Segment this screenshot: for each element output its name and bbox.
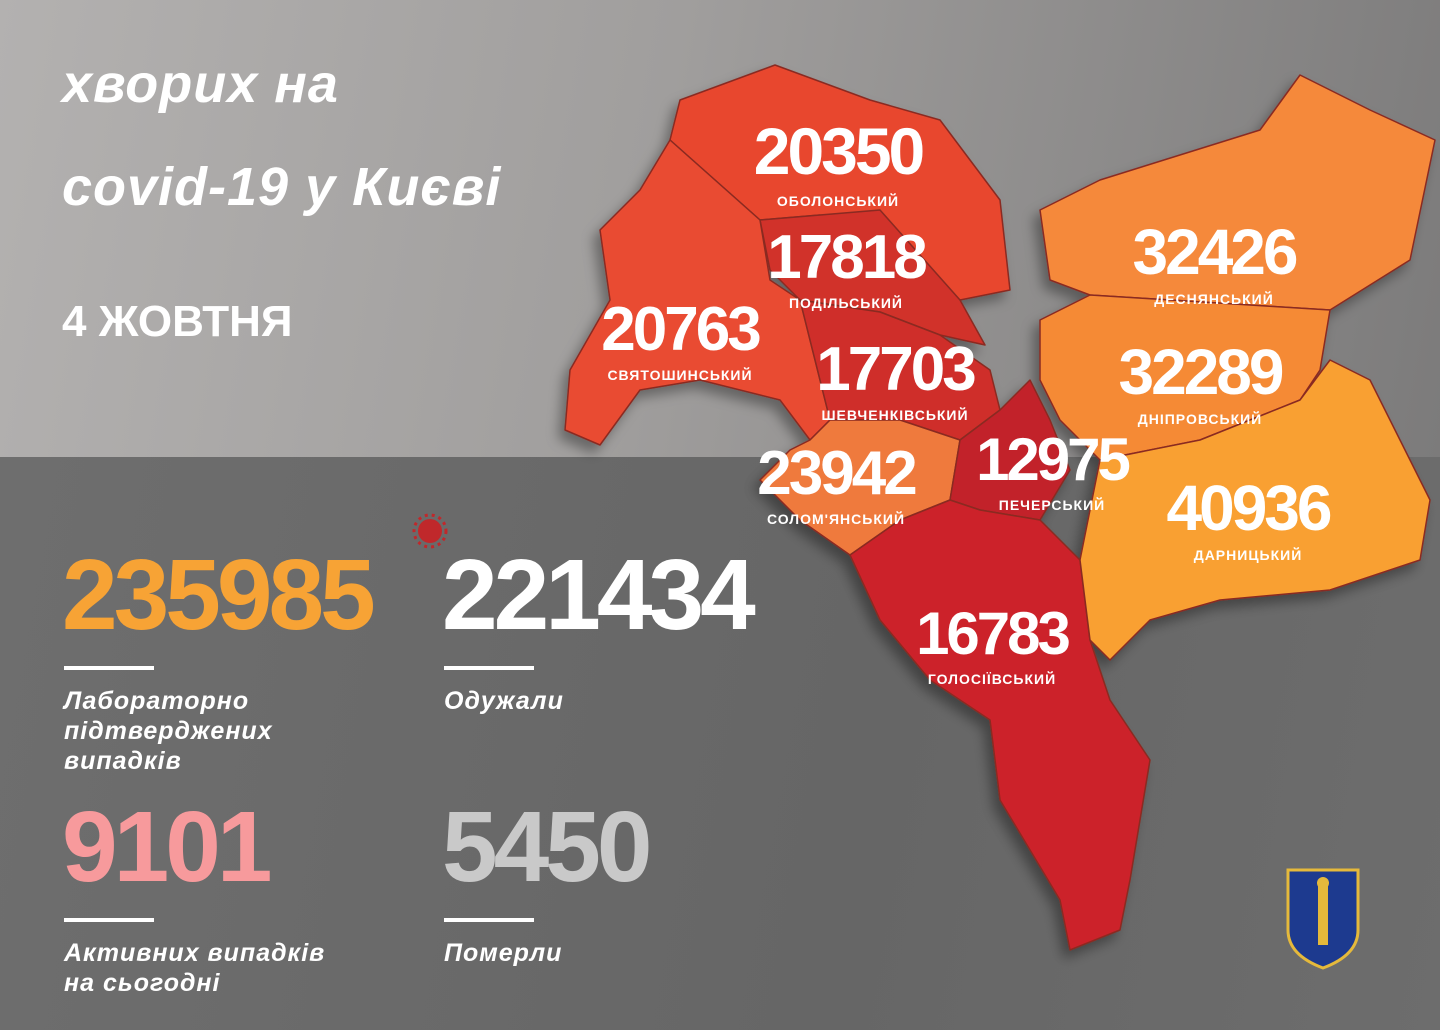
confirmed-label-line-3: випадків — [64, 747, 182, 775]
deaths-label: Померли — [444, 939, 563, 967]
district-label-solomianskyi: СОЛОМ'ЯНСЬКИЙ — [767, 510, 905, 527]
district-value-holosiivskyi: 16783 — [916, 600, 1069, 667]
active-label-line-1: Активних випадків — [64, 939, 326, 967]
district-value-dniprovskyi: 32289 — [1119, 336, 1283, 408]
district-value-obolonskyi: 20350 — [754, 114, 923, 188]
district-sviatoshynskyi — [564, 139, 831, 446]
active-value: 9101 — [62, 791, 272, 903]
title-line-1: хворих на — [62, 54, 339, 114]
virus-icon — [412, 513, 448, 549]
confirmed-value: 235985 — [62, 539, 376, 651]
district-label-shevchenkivskyi: ШЕВЧЕНКІВСЬКИЙ — [821, 406, 968, 423]
date: 4 ЖОВТНЯ — [62, 297, 293, 346]
recovered-value: 221434 — [442, 539, 756, 651]
recovered-label: Одужали — [444, 687, 564, 715]
district-label-darnytskyi: ДАРНИЦЬКИЙ — [1194, 546, 1303, 563]
district-label-holosiivskyi: ГОЛОСІЇВСЬКИЙ — [928, 670, 1056, 687]
district-label-podilskyi: ПОДІЛЬСЬКИЙ — [789, 294, 903, 311]
deaths-value: 5450 — [442, 791, 652, 903]
district-label-obolonskyi: ОБОЛОНСЬКИЙ — [777, 192, 899, 209]
district-label-dniprovskyi: ДНІПРОВСЬКИЙ — [1138, 410, 1263, 427]
active-label: Активних випадків на сьогодні — [64, 938, 325, 998]
confirmed-label-line-1: Лабораторно — [64, 687, 250, 715]
district-desnianskyi — [1039, 74, 1436, 311]
title-line-2: covid-19 у Києві — [62, 157, 502, 217]
confirmed-divider — [64, 666, 154, 670]
district-value-solomianskyi: 23942 — [757, 439, 915, 508]
confirmed-label: Лабораторно підтверджених випадків — [64, 686, 273, 776]
district-value-podilskyi: 17818 — [767, 223, 926, 292]
deaths-divider — [444, 918, 534, 922]
district-label-desnianskyi: ДЕСНЯНСЬКИЙ — [1154, 290, 1274, 307]
district-darnytskyi — [1079, 359, 1431, 661]
district-holosiivskyi — [849, 499, 1151, 951]
active-label-line-2: на сьогодні — [64, 969, 221, 997]
confirmed-label-line-2: підтверджених — [64, 717, 273, 745]
recovered-divider — [444, 666, 534, 670]
kyiv-coat-of-arms-icon — [1286, 868, 1360, 970]
district-label-pecherskyi: ПЕЧЕРСЬКИЙ — [999, 496, 1105, 513]
district-value-desnianskyi: 32426 — [1133, 216, 1297, 288]
district-value-shevchenkivskyi: 17703 — [816, 335, 975, 404]
district-value-sviatoshynskyi: 20763 — [601, 295, 760, 364]
active-divider — [64, 918, 154, 922]
district-value-darnytskyi: 40936 — [1167, 472, 1331, 544]
district-label-sviatoshynskyi: СВЯТОШИНСЬКИЙ — [607, 366, 752, 383]
district-value-pecherskyi: 12975 — [976, 426, 1129, 493]
